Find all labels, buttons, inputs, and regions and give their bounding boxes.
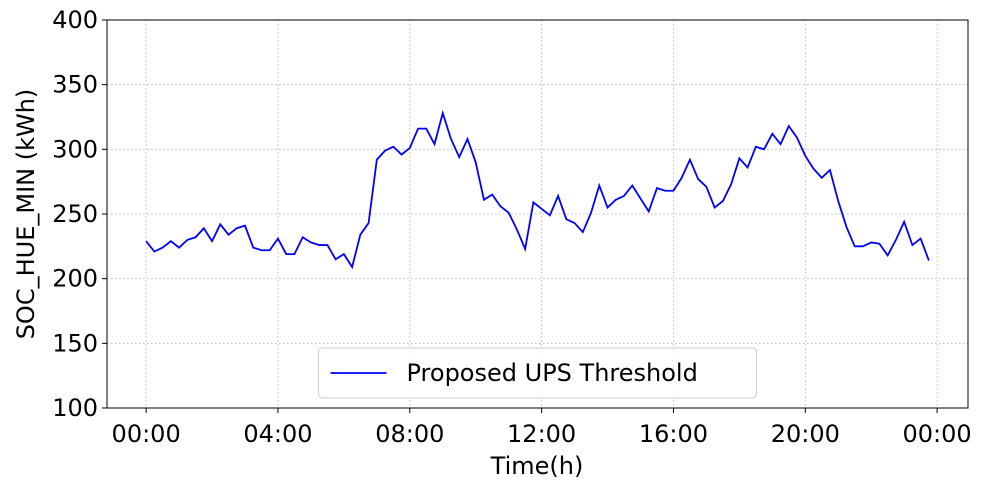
y-tick-label: 150 xyxy=(52,329,98,357)
y-tick-label: 350 xyxy=(52,71,98,99)
legend: Proposed UPS Threshold xyxy=(318,347,757,399)
data-line xyxy=(145,109,930,270)
y-tick-label: 250 xyxy=(52,200,98,228)
y-tick-label: 400 xyxy=(52,6,98,34)
x-tick-label: 16:00 xyxy=(639,420,708,448)
y-axis-label: SOC_HUE_MIN (kWh) xyxy=(12,89,40,340)
legend-label: Proposed UPS Threshold xyxy=(407,359,698,387)
legend-box xyxy=(318,347,757,399)
y-tick-label: 300 xyxy=(52,135,98,163)
y-tick-label: 100 xyxy=(52,394,98,422)
x-tick-label: 12:00 xyxy=(507,420,576,448)
x-tick-label: 00:00 xyxy=(112,420,181,448)
x-tick-label: 08:00 xyxy=(375,420,444,448)
y-tick-label: 200 xyxy=(52,265,98,293)
x-tick-label: 04:00 xyxy=(243,420,312,448)
x-tick-label: 00:00 xyxy=(903,420,972,448)
x-axis-label: Time(h) xyxy=(490,452,584,480)
plot-frame xyxy=(106,19,969,409)
x-tick-label: 20:00 xyxy=(771,420,840,448)
